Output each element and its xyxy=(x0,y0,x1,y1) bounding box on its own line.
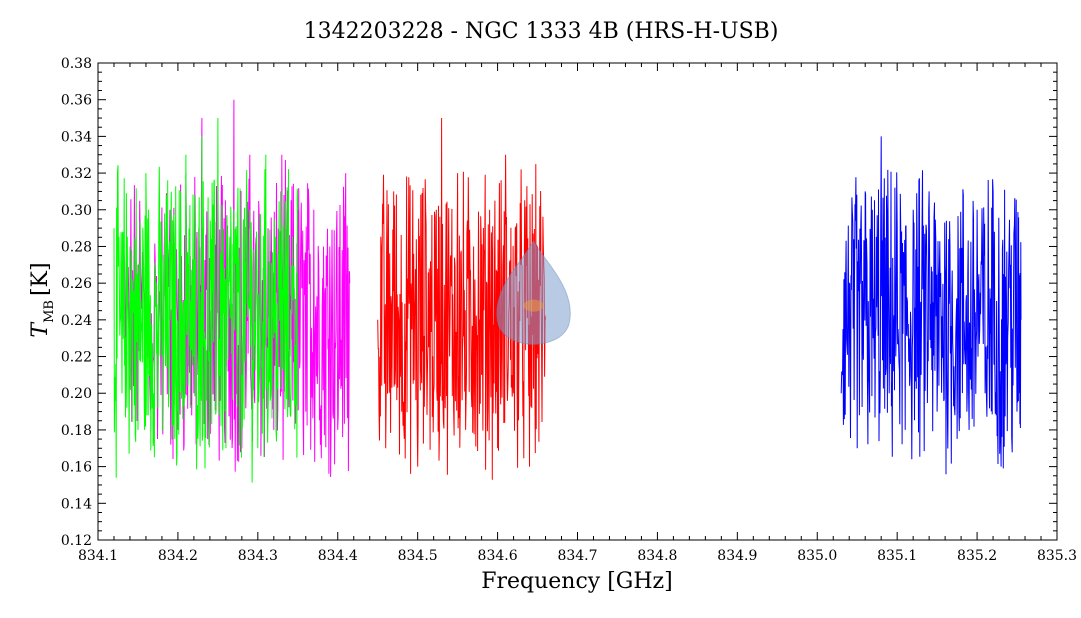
y-axis-label: TMB [K] xyxy=(28,262,57,337)
y-tick-label: 0.38 xyxy=(61,56,92,72)
y-axis-label-unit: [K] xyxy=(28,262,53,296)
y-tick-label: 0.36 xyxy=(61,93,92,109)
series-line-3 xyxy=(840,136,1022,475)
y-tick-label: 0.16 xyxy=(61,460,92,476)
y-tick-label: 0.18 xyxy=(61,423,92,439)
x-axis-label: Frequency [GHz] xyxy=(481,569,673,594)
hifi-logo-glow xyxy=(523,299,544,312)
y-axis: 0.12 0.14 0.16 0.18 0.20 0.22 0.24 0.26 0.28 0.30… xyxy=(61,56,1057,549)
y-tick-label: 0.12 xyxy=(61,533,92,549)
x-tick-label: 834.6 xyxy=(478,548,518,564)
x-tick-label: 834.2 xyxy=(158,548,198,564)
svg-text:TMB[K]: TMB [K] xyxy=(28,262,57,337)
x-tick-label: 834.9 xyxy=(717,548,757,564)
y-tick-label: 0.14 xyxy=(61,496,92,512)
x-tick-label: 834.7 xyxy=(557,548,597,564)
y-tick-label: 0.24 xyxy=(61,313,92,329)
y-tick-label: 0.20 xyxy=(61,386,92,402)
x-tick-label: 834.1 xyxy=(78,548,118,564)
y-axis-label-subscript: MB xyxy=(42,300,57,323)
y-tick-label: 0.34 xyxy=(61,129,92,145)
y-tick-label: 0.30 xyxy=(61,203,92,219)
x-tick-label: 835.3 xyxy=(1037,548,1077,564)
x-tick-label: 835.2 xyxy=(957,548,997,564)
x-tick-label: 835.0 xyxy=(797,548,837,564)
series-line-1 xyxy=(113,117,299,483)
series-line-2 xyxy=(377,117,546,480)
series-line-0 xyxy=(121,99,351,478)
chart-title: 1342203228 - NGC 1333 4B (HRS-H-USB) xyxy=(304,19,779,44)
x-tick-label: 834.5 xyxy=(398,548,438,564)
x-tick-label: 834.4 xyxy=(318,548,358,564)
y-tick-label: 0.32 xyxy=(61,166,92,182)
y-tick-label: 0.26 xyxy=(61,276,92,292)
y-axis-label-main: T xyxy=(28,321,53,338)
y-tick-label: 0.28 xyxy=(61,239,92,255)
x-tick-label: 834.8 xyxy=(637,548,677,564)
series-layer xyxy=(113,99,1022,483)
x-tick-label: 835.1 xyxy=(877,548,917,564)
y-tick-label: 0.22 xyxy=(61,350,92,366)
x-axis: 834.1 834.2 834.3 834.4 834.5 834.6 834.7 834.8… xyxy=(78,63,1077,564)
hifi-logo-icon xyxy=(496,239,571,345)
hifi-logo-drop xyxy=(496,239,571,345)
x-tick-label: 834.3 xyxy=(238,548,278,564)
plot-area xyxy=(97,62,1058,541)
